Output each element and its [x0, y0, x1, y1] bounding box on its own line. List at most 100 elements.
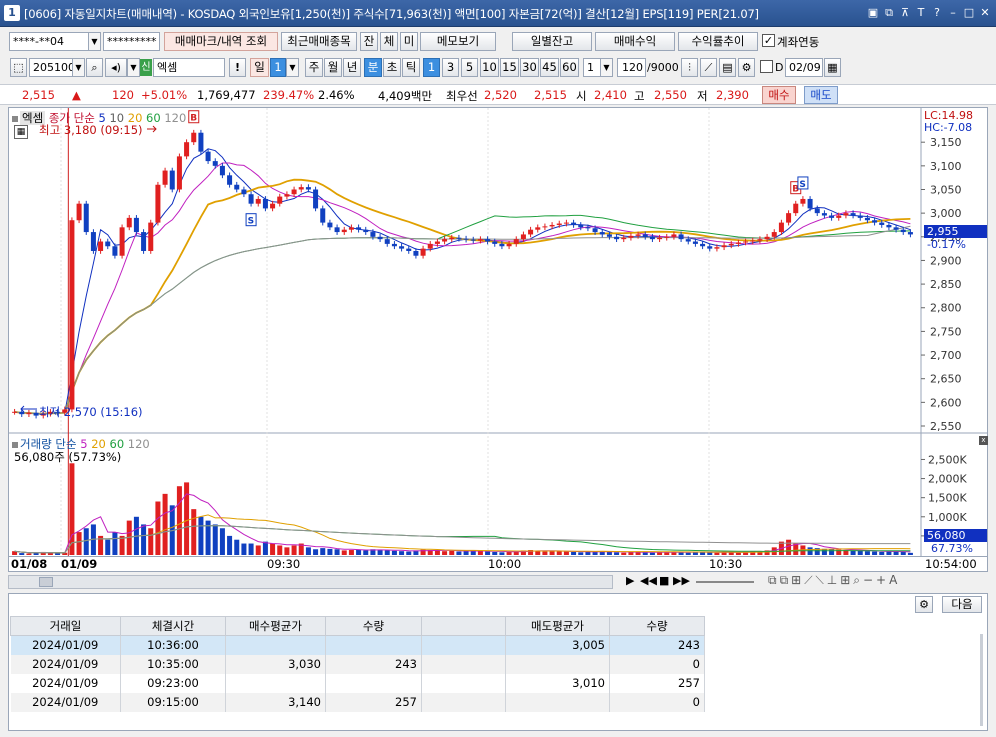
sell-button[interactable]: 매도 [804, 86, 838, 104]
code-dropdown-icon[interactable]: ▼ [72, 58, 85, 77]
code-search-icon[interactable]: ⬚ [10, 58, 27, 77]
volume-bar [69, 463, 75, 555]
password-input[interactable]: ********* [103, 32, 160, 51]
interval-5-button[interactable]: 5 [461, 58, 478, 77]
interval-3-button[interactable]: 3 [442, 58, 459, 77]
col-date[interactable]: 거래일 [10, 616, 121, 636]
cell-sell-qty: 0 [609, 692, 705, 712]
chart-area[interactable]: 3,1503,1003,0503,0002,9502,9002,8502,800… [8, 107, 988, 572]
font-icon[interactable]: T [917, 6, 925, 19]
interval-45-button[interactable]: 45 [540, 58, 559, 77]
account-input[interactable]: ****-**04 [9, 32, 89, 51]
volume-bar [578, 552, 584, 555]
next-button[interactable]: 다음 [942, 596, 982, 613]
speed-slider[interactable] [696, 581, 754, 583]
gear-icon[interactable]: ⚙ [738, 58, 755, 77]
minute-button[interactable]: 분 [364, 58, 382, 77]
candle [621, 237, 627, 240]
volume-bar [857, 550, 863, 555]
date-input[interactable]: 02/09 [785, 58, 823, 77]
interval-1-button[interactable]: 1 [423, 58, 440, 77]
table-row[interactable]: 2024/01/09 09:15:00 3,140 257 0 [10, 692, 705, 712]
pin-icon[interactable]: ⊼ [900, 6, 910, 19]
help-icon[interactable]: ? [934, 6, 940, 19]
panel-close-icon[interactable]: x [979, 436, 988, 445]
table-row[interactable]: 2024/01/09 10:36:00 3,005 243 [10, 635, 705, 655]
volume-tick-label: 2,500K [928, 453, 967, 466]
ma20-line [14, 178, 911, 415]
rewind-icon[interactable]: ◀◀ [640, 574, 657, 587]
date-checkbox[interactable] [760, 60, 773, 73]
monthly-button[interactable]: 월 [324, 58, 342, 77]
interval-dropdown-icon[interactable]: ▼ [600, 58, 613, 77]
yearly-button[interactable]: 년 [343, 58, 361, 77]
account-dropdown-icon[interactable]: ▼ [88, 32, 101, 51]
table-row[interactable]: 2024/01/09 10:35:00 3,030 243 0 [10, 654, 705, 674]
scroll-thumb[interactable] [39, 577, 53, 587]
stop-icon[interactable]: ■ [659, 574, 670, 587]
balance-button[interactable]: 잔 [360, 32, 378, 51]
tick-button[interactable]: 틱 [402, 58, 420, 77]
volume-value: 1,769,477 [197, 88, 256, 102]
candle [55, 411, 61, 413]
calendar-icon[interactable]: ▦ [824, 58, 841, 77]
daily-balance-button[interactable]: 일별잔고 [512, 32, 592, 51]
save-icon[interactable]: ▤ [719, 58, 736, 77]
sound-icon[interactable]: ◂) [105, 58, 127, 77]
buy-button[interactable]: 매수 [762, 86, 796, 104]
interval-10-button[interactable]: 10 [480, 58, 499, 77]
unfilled-button[interactable]: 미 [400, 32, 418, 51]
stock-code-input[interactable]: 205100 [29, 58, 73, 77]
drawing-tools-icon[interactable]: ⧉⧉⊞⟋⟍⊥⊞⌕−+A [768, 573, 901, 587]
x-axis: 01/08 01/09 09:30 10:00 10:30 10:54:00 [9, 556, 987, 571]
forward-icon[interactable]: ▶▶ [673, 574, 690, 587]
tile-icon[interactable]: ⧉ [885, 6, 893, 19]
col-sell-qty[interactable]: 수량 [609, 616, 705, 636]
daily-dropdown-icon[interactable]: ▼ [286, 58, 299, 77]
candle [807, 198, 813, 209]
col-blank[interactable] [421, 616, 506, 636]
volume-bar [334, 549, 340, 555]
table-scrollbar[interactable] [980, 634, 983, 726]
daily-count-button[interactable]: 1 [270, 58, 286, 77]
draw-tool-icon[interactable]: ⟋ [700, 58, 717, 77]
search-icon[interactable]: ⌕ [86, 58, 103, 77]
second-button[interactable]: 초 [383, 58, 401, 77]
weekly-button[interactable]: 주 [305, 58, 323, 77]
restore-icon[interactable]: ▣ [867, 6, 879, 19]
return-trend-button[interactable]: 수익률추이 [678, 32, 758, 51]
candle [212, 161, 218, 166]
close-icon[interactable]: ✕ [980, 6, 990, 19]
stock-name-input[interactable]: 엑셈 [153, 58, 225, 77]
price-volume-chart[interactable]: 3,1503,1003,0503,0002,9502,9002,8502,800… [9, 108, 987, 571]
trade-profit-button[interactable]: 매매수익 [595, 32, 675, 51]
scroll-right-icon[interactable]: ▶ [626, 574, 635, 587]
minimize-icon[interactable]: – [950, 6, 956, 19]
interval-60-button[interactable]: 60 [560, 58, 579, 77]
recent-trades-button[interactable]: 최근매매종목 [281, 32, 357, 51]
trade-mark-button[interactable]: 매매마크/내역 조회 [164, 32, 278, 51]
account-link-checkbox[interactable]: ✓ [762, 34, 775, 47]
chart-type-icon[interactable]: ⫶ [681, 58, 698, 77]
interval-input[interactable]: 1 [583, 58, 601, 77]
grid-toggle-icon[interactable]: ▦ [14, 125, 28, 139]
count-input[interactable]: 120 [617, 58, 646, 77]
ma10-label: 10 [109, 111, 125, 125]
volume-bar [614, 552, 620, 555]
col-sell-avg[interactable]: 매도평균가 [505, 616, 610, 636]
daily-period-button[interactable]: 일 [250, 58, 269, 77]
interval-30-button[interactable]: 30 [520, 58, 539, 77]
col-buy-qty[interactable]: 수량 [325, 616, 422, 636]
chart-scrollbar[interactable] [8, 575, 613, 589]
candle [850, 213, 856, 216]
maximize-icon[interactable]: □ [963, 6, 975, 19]
interval-15-button[interactable]: 15 [500, 58, 519, 77]
execution-button[interactable]: 체 [380, 32, 398, 51]
table-settings-icon[interactable]: ⚙ [915, 596, 933, 613]
alert-button[interactable]: ! [229, 58, 246, 77]
sound-dropdown-icon[interactable]: ▼ [127, 58, 140, 77]
table-row[interactable]: 2024/01/09 09:23:00 3,010 257 [10, 673, 705, 693]
col-buy-avg[interactable]: 매수평균가 [225, 616, 326, 636]
col-time[interactable]: 체결시간 [120, 616, 226, 636]
memo-button[interactable]: 메모보기 [420, 32, 496, 51]
